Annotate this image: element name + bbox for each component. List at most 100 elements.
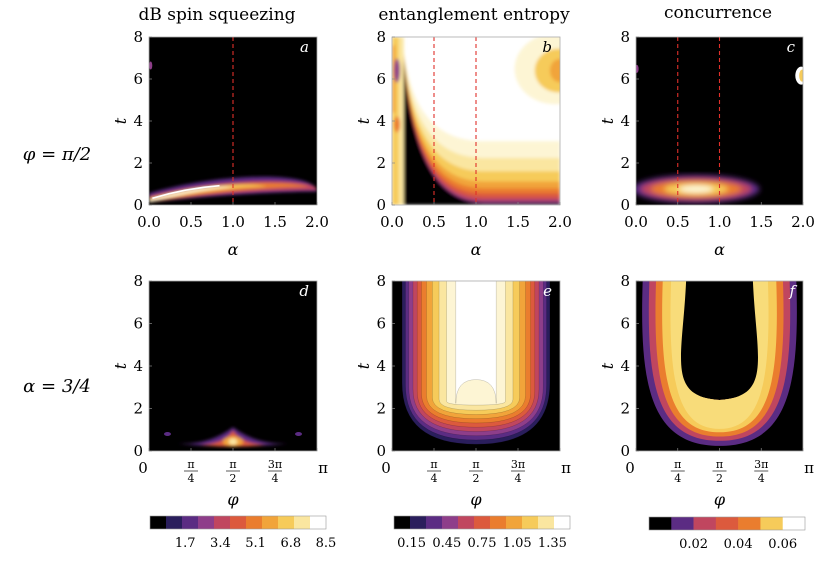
colorbar-swatch-1-4 [458,516,475,529]
xlabel-f: φ [714,490,726,509]
panel-letter-f: f [788,282,797,300]
colorbar-swatch-0-2 [182,516,199,529]
ylabel-d: t [111,362,130,369]
xtick-label-e-0: 0 [381,459,391,477]
xtick-label-f-4: π [804,459,814,477]
ytick-label-f-1: 2 [620,400,630,418]
xtick-label-a-1: 0.5 [179,213,203,231]
xtick-label-c-2: 1.0 [708,213,732,231]
colorbar-tick-2-2: 0.06 [768,537,797,552]
colorbar-swatch-2-5 [760,517,784,530]
colorbar-swatch-2-0 [649,517,672,530]
ytick-label-f-4: 8 [620,272,630,290]
colorbar-swatch-1-2 [426,516,443,529]
colorbar-swatch-2-2 [693,517,717,530]
colorbar-entanglement-entropy: 0.15 0.45 0.75 1.05 1.35 [393,515,571,551]
ytick-label-c-1: 2 [620,154,630,172]
xtick-label-c-0: 0.0 [624,213,648,231]
svg-text:2: 2 [473,472,480,485]
xlabel-c: α [714,240,725,259]
colorbar-swatch-0-9 [294,516,311,529]
xtick-label-d-4: π [318,459,328,477]
xtick-label-c-4: 2.0 [791,213,815,231]
xtick-label-e-1: π4 [427,458,442,485]
ylabel-f: t [598,362,617,369]
xtick-label-a-2: 1.0 [221,213,245,231]
svg-text:3π: 3π [511,458,525,471]
column-title-spin-squeezing: dB spin squeezing [138,5,295,25]
svg-text:4: 4 [188,472,195,485]
xtick-label-a-3: 1.5 [263,213,287,231]
svg-text:π: π [716,458,723,471]
colorbar-tick-2-1: 0.04 [724,537,753,552]
colorbar-swatch-1-9 [538,516,555,529]
colorbar-swatch-1-1 [410,516,427,529]
panel-c: c 0 2 4 6 8 t 0.0 0.5 1.0 1.5 2.0 α [598,28,815,259]
ytick-label-e-0: 0 [376,442,386,460]
svg-text:π: π [229,458,236,471]
colorbar-swatch-1-5 [474,516,491,529]
xtick-label-e-2: π2 [469,458,484,485]
svg-text:4: 4 [515,472,522,485]
ytick-label-c-2: 4 [620,112,630,130]
ytick-label-d-2: 4 [133,357,143,375]
colorbar-tick-1-3: 1.05 [503,536,532,551]
ylabel-c: t [598,117,617,124]
panel-b: b 0 2 4 6 8 t 0.0 0.5 1.0 1.5 2.0 α [354,28,572,259]
colorbar-swatch-1-0 [394,516,411,529]
xtick-label-d-3: 3π4 [268,458,282,485]
colorbar-swatch-0-6 [246,516,263,529]
ytick-label-c-0: 0 [620,196,630,214]
xtick-label-a-0: 0.0 [137,213,161,231]
xtick-label-a-4: 2.0 [305,213,329,231]
colorbar-tick-1-4: 1.35 [538,536,567,551]
xlabel-b: α [471,240,482,259]
svg-text:2: 2 [230,472,237,485]
xtick-label-b-1: 0.5 [422,213,446,231]
ytick-label-b-2: 4 [376,112,386,130]
ytick-label-a-4: 8 [133,28,143,46]
colorbar-swatch-1-10 [554,516,571,529]
ylabel-e: t [354,362,373,369]
svg-text:π: π [430,458,437,471]
xtick-label-b-0: 0.0 [380,213,404,231]
ytick-label-a-1: 2 [133,154,143,172]
svg-text:π: π [187,458,194,471]
ylabel-b: t [354,117,373,124]
xtick-label-c-1: 0.5 [666,213,690,231]
ytick-label-d-1: 2 [133,400,143,418]
svg-text:4: 4 [431,472,438,485]
colorbar-tick-1-0: 0.15 [397,536,426,551]
ytick-label-f-0: 0 [620,442,630,460]
colorbar-tick-1-2: 0.75 [468,536,497,551]
colorbar-tick-1-1: 0.45 [432,536,461,551]
svg-text:3π: 3π [268,458,282,471]
row-label-alpha: α = 3/4 [23,376,91,397]
xtick-label-b-4: 2.0 [548,213,572,231]
ytick-label-a-0: 0 [133,196,143,214]
xtick-label-f-1: π4 [670,458,685,485]
ytick-label-d-3: 6 [133,315,143,333]
colorbar-swatch-2-6 [782,517,806,530]
svg-text:4: 4 [272,472,279,485]
xtick-label-f-0: 0 [625,459,635,477]
panel-letter-d: d [299,282,309,300]
colorbar-swatch-1-6 [490,516,507,529]
colorbar-swatch-2-1 [671,517,694,530]
xtick-label-d-1: π4 [184,458,199,485]
ytick-label-a-2: 4 [133,112,143,130]
ytick-label-e-3: 6 [376,315,386,333]
colorbar-tick-0-2: 5.1 [245,536,266,551]
svg-text:4: 4 [758,472,765,485]
xtick-label-c-3: 1.5 [749,213,773,231]
column-title-concurrence: concurrence [664,3,772,23]
column-title-entanglement-entropy: entanglement entropy [378,5,570,25]
ytick-label-e-4: 8 [376,272,386,290]
ytick-label-e-2: 4 [376,357,386,375]
svg-text:3π: 3π [754,458,768,471]
colorbar-tick-0-0: 1.7 [175,536,196,551]
colorbar-swatch-0-0 [150,516,167,529]
